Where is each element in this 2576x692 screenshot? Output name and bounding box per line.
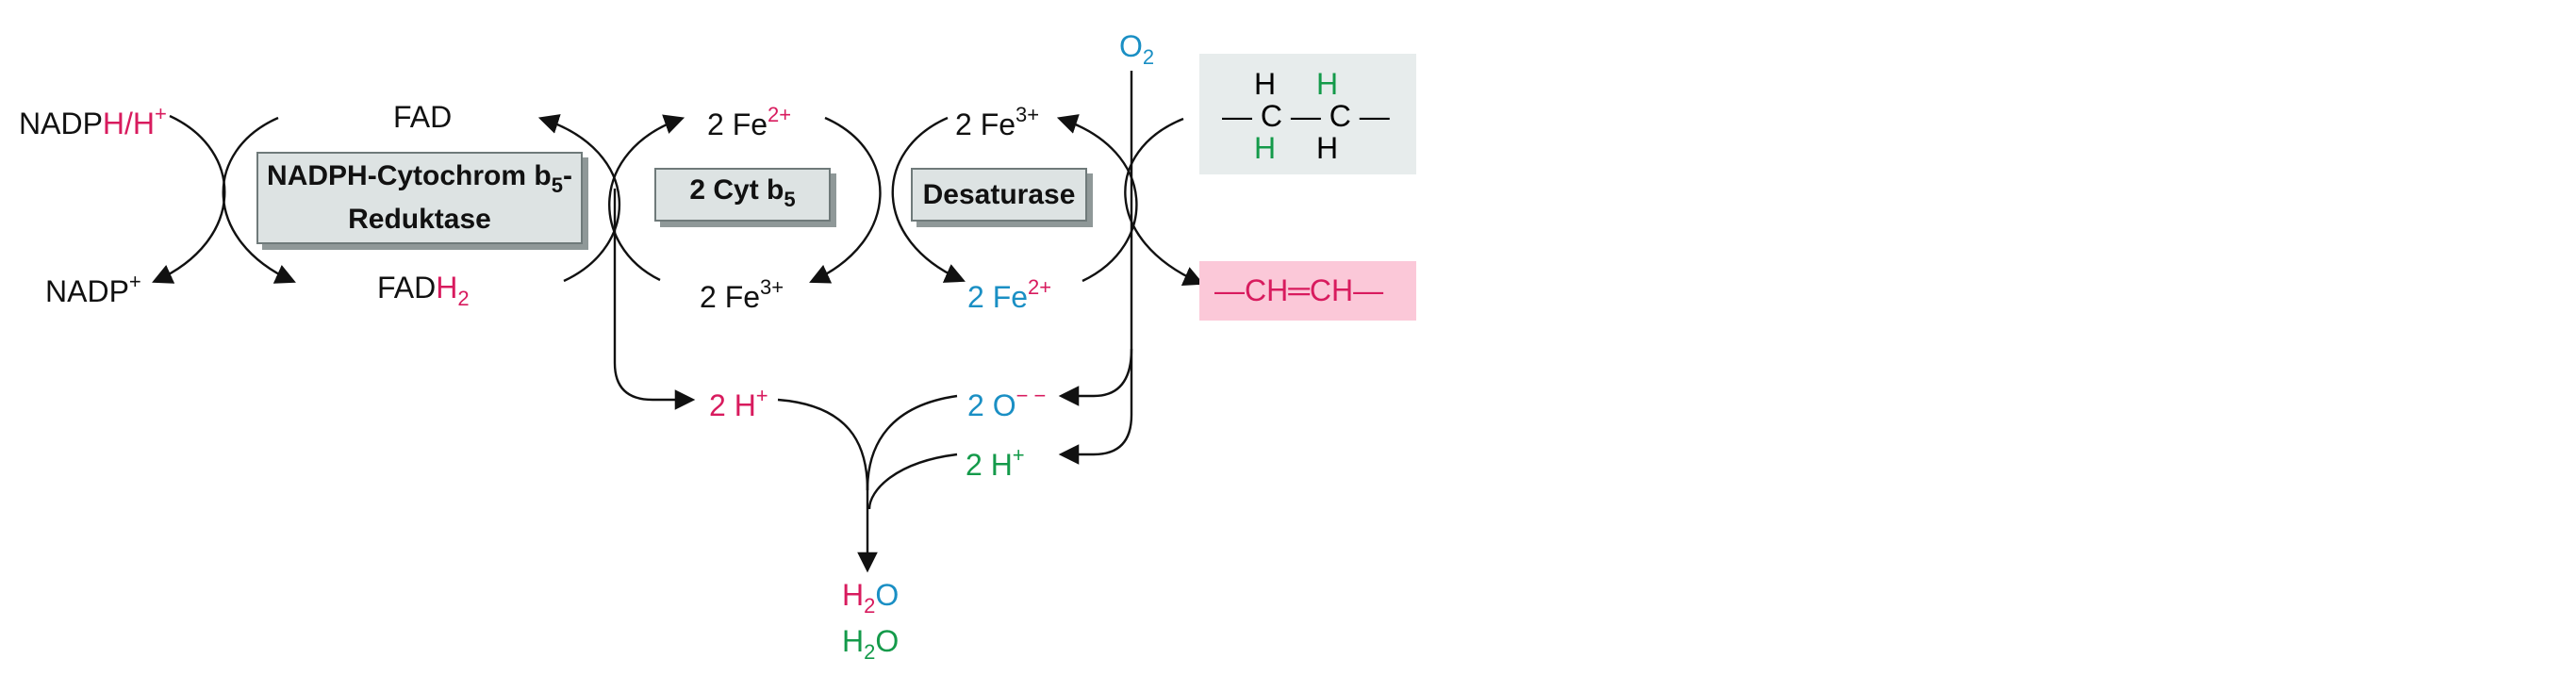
oxide-label: 2 O− − <box>967 384 1047 422</box>
water-label-2: H2O <box>842 624 900 664</box>
fad-label: FAD <box>393 100 453 134</box>
product-structure: —CH═CH— <box>1214 273 1384 307</box>
substrate-h-bottom-left: H <box>1254 131 1277 165</box>
reductase-title-line1: NADPH-Cytochrom b5- <box>267 160 572 197</box>
fe3-reduction-arc-arrow <box>608 114 685 282</box>
oxide-to-water-curve <box>866 394 958 491</box>
fe2-top-left-label: 2 Fe2+ <box>707 103 792 141</box>
fe2-oxidation-arc-arrow <box>809 116 882 284</box>
fadh2-arc-arrow <box>537 114 620 283</box>
substrate-h-top-right: H <box>1316 67 1339 101</box>
nadph-cytochrome-reductase-box: NADPH-Cytochrom b5- Reduktase <box>256 152 583 244</box>
proton-right-label: 2 H+ <box>966 443 1025 482</box>
water-label-1: H2O <box>842 578 900 618</box>
substrate-h-top-left: H <box>1254 67 1277 101</box>
oxygen-label: O2 <box>1119 29 1155 69</box>
fe3-bottom-left-label: 2 Fe3+ <box>700 275 784 314</box>
desaturase-label: Desaturase <box>922 178 1076 210</box>
green-proton-to-water-curve <box>867 453 958 510</box>
oxide-arrow <box>1058 348 1133 406</box>
cyt-b5-label: 2 Cyt b5 <box>689 173 796 211</box>
substrate-h-bottom-right: H <box>1316 131 1339 165</box>
substrate-to-product-arrow <box>1124 117 1204 286</box>
nadp-label: NADP+ <box>45 270 141 308</box>
proton-to-water-curve <box>777 398 869 491</box>
green-proton-arrow <box>1058 363 1133 465</box>
fad-arc-arrow <box>222 116 296 284</box>
fe3-top-right-label: 2 Fe3+ <box>955 103 1040 141</box>
fe2-bottom-right-label: 2 Fe2+ <box>967 275 1052 314</box>
desaturase-box: Desaturase <box>911 168 1087 222</box>
product-panel <box>1199 261 1416 321</box>
substrate-panel <box>1199 54 1416 174</box>
reductase-title-line2: Reduktase <box>348 204 491 235</box>
desaturase-fe2-arc-arrow <box>1056 114 1138 283</box>
substrate-chain: — C — C — <box>1222 99 1390 133</box>
fadh2-label: FADH2 <box>377 271 470 310</box>
proton-left-label: 2 H+ <box>709 384 768 422</box>
desaturase-fe-arc-arrow <box>891 116 966 283</box>
nadph-label: NADPH/H+ <box>19 102 167 140</box>
proton-release-arrow <box>613 189 696 410</box>
cytochrome-b5-box: 2 Cyt b5 <box>654 168 831 222</box>
